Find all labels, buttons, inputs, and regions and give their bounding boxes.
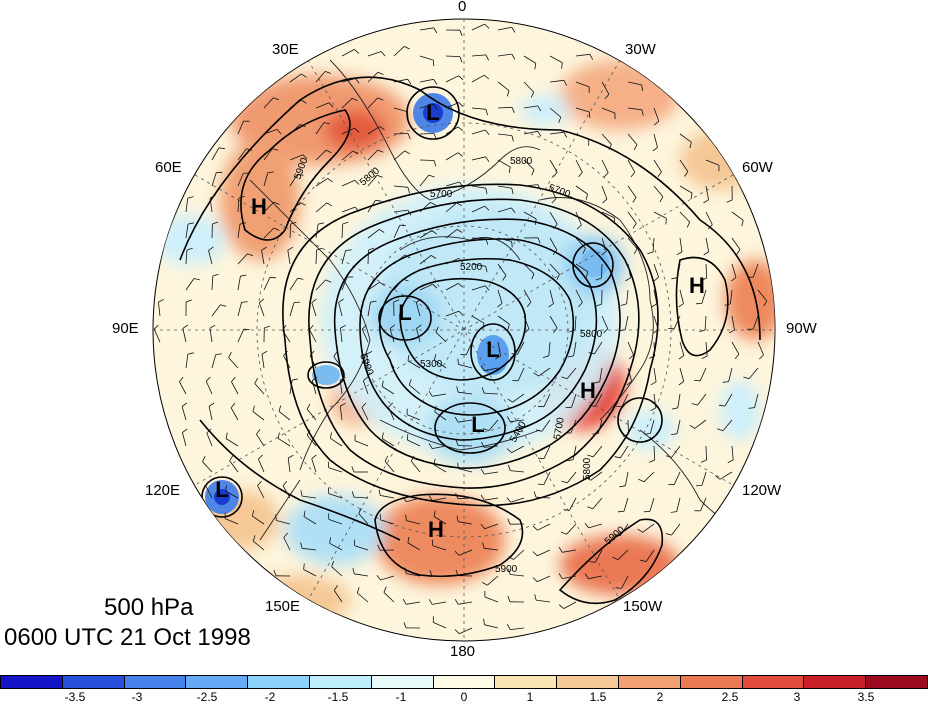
wind-barb [458, 446, 472, 447]
colorbar-segment [186, 676, 248, 688]
contour-label: 5200 [460, 262, 483, 273]
lon-label-60e: 60E [155, 159, 182, 176]
contour-label: 5900 [495, 564, 518, 575]
contour-label: 5700 [430, 189, 453, 200]
contour-label: 5300 [420, 359, 443, 370]
colorbar-segment [557, 676, 619, 688]
wind-barb [628, 420, 629, 434]
wind-barb [602, 264, 603, 278]
lon-label-90w: 90W [786, 320, 817, 337]
wind-barb [420, 160, 434, 161]
pressure-center-l: L [471, 412, 484, 437]
map-title-level: 500 hPa [104, 594, 193, 622]
wind-barb [706, 446, 707, 460]
colorbar-segment [804, 676, 866, 688]
colorbar-segment [310, 676, 372, 688]
lon-label-60w: 60W [742, 159, 773, 176]
colorbar-segment [125, 676, 187, 688]
lon-label-30w: 30W [625, 41, 656, 58]
lon-label-120e: 120E [145, 482, 180, 499]
wind-barb-flag [294, 302, 300, 303]
pressure-center-h: H [580, 378, 596, 403]
pressure-center-h: H [428, 517, 444, 542]
pressure-center-l: L [215, 477, 228, 502]
colorbar-segment [372, 676, 434, 688]
wind-barb-flag [538, 484, 544, 485]
colorbar [0, 675, 928, 689]
wind-barb [394, 134, 408, 135]
colorbar-segment [743, 676, 805, 688]
pressure-center-h: H [689, 273, 705, 298]
wind-barb-flag [270, 277, 276, 278]
colorbar-segment [866, 676, 927, 688]
lon-label-150e: 150E [265, 598, 300, 615]
wind-barb-flag [589, 112, 590, 118]
pressure-center-l: L [426, 100, 439, 125]
contour-label: 5800 [580, 329, 603, 340]
colorbar-segment [248, 676, 310, 688]
pressure-center-l: L [486, 337, 499, 362]
lon-label-120w: 120W [742, 482, 781, 499]
contour-label: 5800 [510, 156, 533, 167]
wind-barb-flag [696, 485, 702, 486]
colorbar-segment [495, 676, 557, 688]
contour-label: 5800 [582, 457, 593, 480]
wind-barb [368, 250, 369, 264]
wind-barb-flag [408, 112, 409, 118]
pressure-center-h: H [251, 194, 267, 219]
colorbar-segment [1, 676, 63, 688]
map-title-time: 0600 UTC 21 Oct 1998 [4, 624, 251, 652]
colorbar-segment [63, 676, 125, 688]
colorbar-segment [434, 676, 496, 688]
colorbar-segment [619, 676, 681, 688]
lon-label-30e: 30E [272, 41, 299, 58]
lon-label-150w: 150W [623, 598, 662, 615]
colorbar-segment [681, 676, 743, 688]
wind-barb-flag [616, 406, 622, 407]
lon-label-90e: 90E [112, 320, 139, 337]
wind-barb [420, 134, 434, 135]
lon-label-0: 0 [458, 0, 466, 15]
pressure-center-l: L [398, 300, 411, 325]
lon-label-180: 180 [450, 643, 475, 660]
